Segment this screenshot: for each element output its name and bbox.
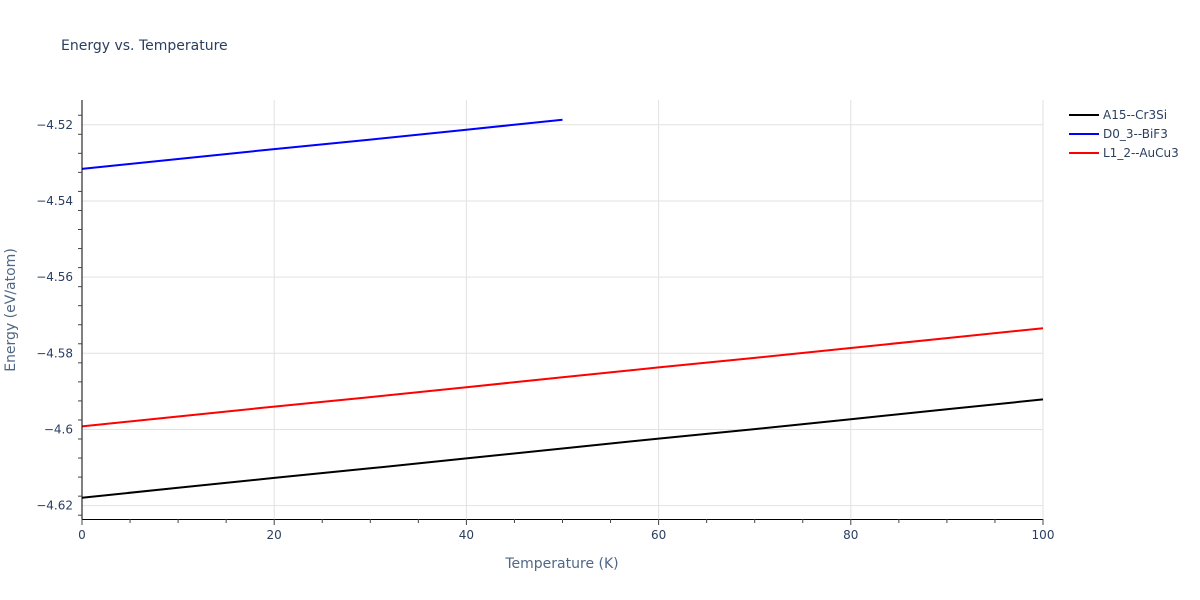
legend: A15--Cr3Si D0_3--BiF3 L1_2--AuCu3 xyxy=(1069,108,1179,160)
x-tick-label: 80 xyxy=(843,528,858,542)
x-axis-title: Temperature (K) xyxy=(504,556,618,572)
legend-item[interactable]: D0_3--BiF3 xyxy=(1069,127,1168,141)
series-line-d0-3-bif3 xyxy=(81,118,563,170)
axes: 0 20 40 60 80 100 −4.62 −4.6 −4.58 −4.56 −4.54 −4.5… xyxy=(36,100,1054,542)
y-tick-label: −4.54 xyxy=(36,194,73,208)
legend-item[interactable]: A15--Cr3Si xyxy=(1069,108,1167,122)
legend-label: D0_3--BiF3 xyxy=(1103,127,1168,141)
x-tick-label: 100 xyxy=(1032,528,1055,542)
x-tick-label: 0 xyxy=(78,528,86,542)
legend-label: A15--Cr3Si xyxy=(1103,108,1167,122)
y-tick-label: −4.62 xyxy=(36,499,73,513)
chart-title: Energy vs. Temperature xyxy=(61,38,228,54)
legend-label: L1_2--AuCu3 xyxy=(1103,146,1179,160)
y-tick-label: −4.58 xyxy=(36,346,73,360)
y-tick-label: −4.56 xyxy=(36,270,73,284)
y-tick-label: −4.52 xyxy=(36,118,73,132)
y-axis-title: Energy (eV/atom) xyxy=(3,248,19,372)
x-tick-label: 20 xyxy=(267,528,282,542)
y-tick-label: −4.6 xyxy=(44,422,73,436)
x-tick-label: 60 xyxy=(651,528,666,542)
x-tick-label: 40 xyxy=(459,528,474,542)
series-line-a15-cr3si xyxy=(81,398,1044,499)
grid-lines xyxy=(82,100,1044,519)
series-lines xyxy=(81,118,1044,499)
legend-item[interactable]: L1_2--AuCu3 xyxy=(1069,146,1179,160)
series-line-l1-2-aucu3 xyxy=(81,327,1044,428)
